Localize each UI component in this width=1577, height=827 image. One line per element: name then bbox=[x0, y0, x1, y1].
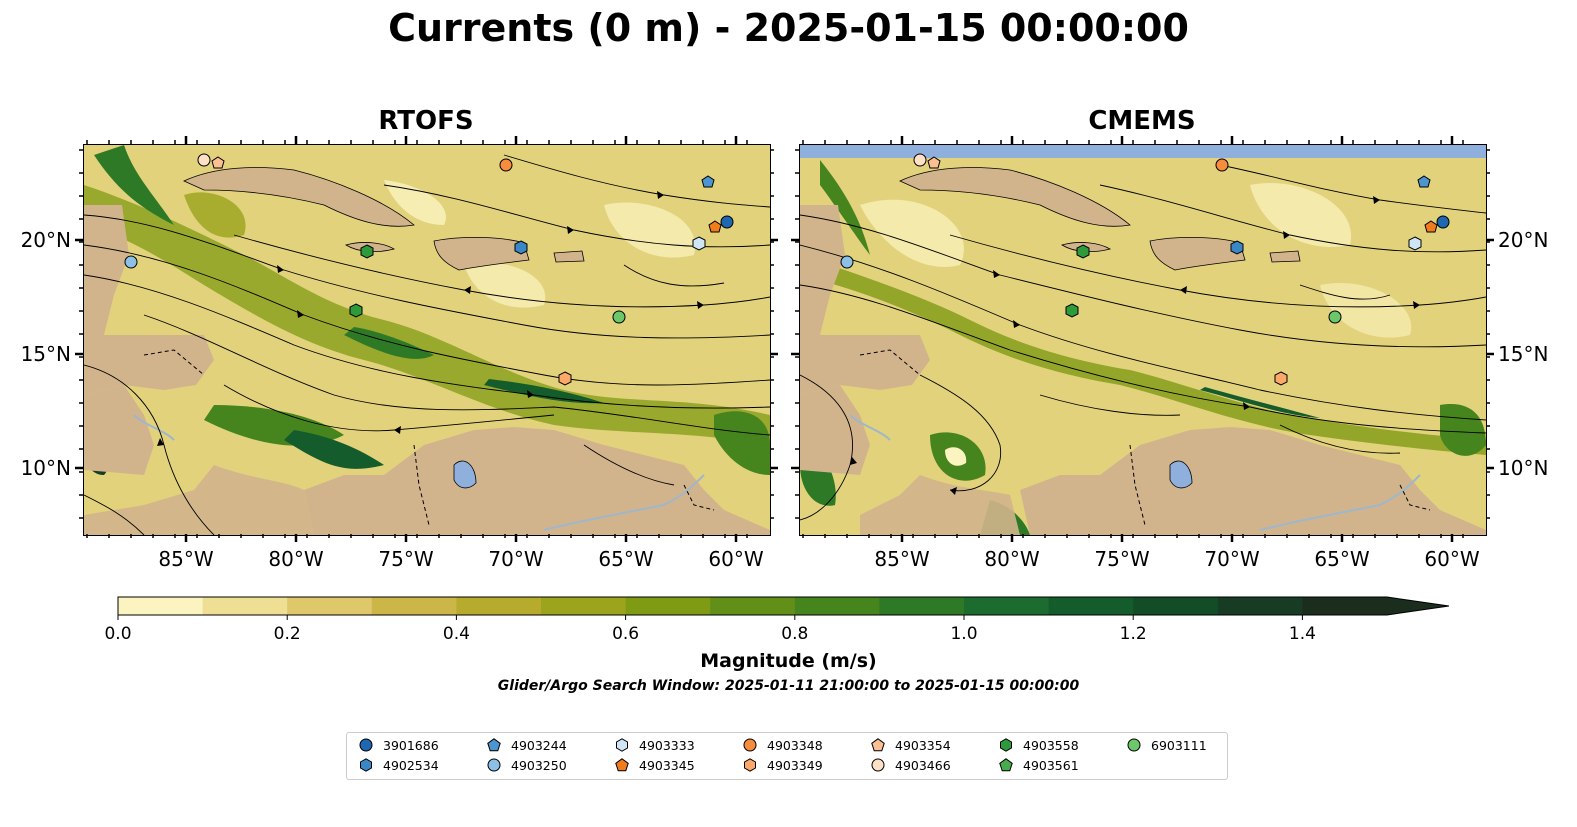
hexagon-marker-icon bbox=[360, 758, 372, 772]
x-tick-label: 70°W bbox=[488, 547, 543, 571]
x-tick-label: 60°W bbox=[1424, 547, 1479, 571]
colorbar-tick-label: 0.0 bbox=[104, 624, 131, 644]
x-tick-label: 80°W bbox=[984, 547, 1039, 571]
legend-item: 4903558 bbox=[999, 736, 1079, 754]
x-tick-label: 65°W bbox=[598, 547, 653, 571]
circle-marker-icon bbox=[1127, 738, 1141, 752]
colorbar-band bbox=[1048, 597, 1134, 615]
legend-item-label: 4903558 bbox=[1023, 737, 1079, 753]
colorbar-band bbox=[118, 597, 204, 615]
legend-item-label: 4903349 bbox=[767, 757, 823, 773]
colorbar-band bbox=[710, 597, 796, 615]
map-rtofs bbox=[83, 144, 771, 536]
pentagon-marker-icon bbox=[999, 758, 1013, 772]
legend-item-label: 4903333 bbox=[639, 737, 695, 753]
legend-item-label: 3901686 bbox=[383, 737, 439, 753]
colorbar-band bbox=[625, 597, 711, 615]
y-tick-label: 15°N bbox=[1498, 342, 1548, 366]
x-tick-label: 80°W bbox=[268, 547, 323, 571]
legend-item: 6903111 bbox=[1127, 736, 1207, 754]
x-tick-label: 85°W bbox=[874, 547, 929, 571]
colorbar-band bbox=[1302, 597, 1388, 615]
x-tick-label: 85°W bbox=[158, 547, 213, 571]
panel-title-rtofs: RTOFS bbox=[378, 106, 474, 136]
legend-item: 4903349 bbox=[743, 756, 823, 774]
legend-item: 4903333 bbox=[615, 736, 695, 754]
colorbar-band bbox=[456, 597, 542, 615]
circle-marker-icon bbox=[743, 738, 757, 752]
map-cmems bbox=[799, 144, 1487, 536]
legend: 3901686 4902534 4903244 4903250 4903333 49033… bbox=[346, 732, 1228, 780]
legend-item-label: 4903345 bbox=[639, 757, 695, 773]
x-tick-label: 70°W bbox=[1204, 547, 1259, 571]
colorbar-band bbox=[287, 597, 373, 615]
x-tick-label: 75°W bbox=[1094, 547, 1149, 571]
map-cmems-canvas bbox=[800, 145, 1486, 535]
y-tick-label: 10°N bbox=[1498, 456, 1548, 480]
legend-item-label: 4903561 bbox=[1023, 757, 1079, 773]
legend-item: 4903354 bbox=[871, 736, 951, 754]
colorbar-band bbox=[1133, 597, 1219, 615]
colorbar-band bbox=[1217, 597, 1303, 615]
pentagon-marker-icon bbox=[487, 738, 501, 752]
hexagon-marker-icon bbox=[616, 738, 628, 752]
x-tick-label: 75°W bbox=[378, 547, 433, 571]
legend-item: 4903348 bbox=[743, 736, 823, 754]
colorbar-band bbox=[964, 597, 1050, 615]
legend-item-label: 4903250 bbox=[511, 757, 567, 773]
colorbar-band bbox=[371, 597, 457, 615]
y-tick-label: 10°N bbox=[21, 456, 71, 480]
map-axes: 85°W 80°W 75°W 70°W 65°W 60°W 20°N 15°N 10°N 85°W… bbox=[21, 136, 1548, 571]
colorbar-tick-label: 1.4 bbox=[1289, 624, 1316, 644]
colorbar-band bbox=[202, 597, 288, 615]
colorbar-tick-label: 0.6 bbox=[612, 624, 639, 644]
circle-marker-icon bbox=[359, 738, 373, 752]
pentagon-marker-icon bbox=[871, 738, 885, 752]
legend-item-label: 4903466 bbox=[895, 757, 951, 773]
y-tick-label: 15°N bbox=[21, 342, 71, 366]
colorbar-label: Magnitude (m/s) bbox=[700, 650, 877, 672]
y-tick-label: 20°N bbox=[21, 228, 71, 252]
legend-item: 3901686 bbox=[359, 736, 439, 754]
colorbar-band bbox=[541, 597, 627, 615]
colorbar: 0.0 0.2 0.4 0.6 0.8 1.0 1.2 1.4 bbox=[104, 596, 1450, 644]
colorbar-tick-label: 1.2 bbox=[1120, 624, 1147, 644]
legend-item-label: 4903354 bbox=[895, 737, 951, 753]
figure-title: Currents (0 m) - 2025-01-15 00:00:00 bbox=[388, 6, 1189, 50]
panel-title-cmems: CMEMS bbox=[1088, 106, 1196, 136]
circle-marker-icon bbox=[487, 758, 501, 772]
circle-marker-icon bbox=[871, 758, 885, 772]
legend-item: 4902534 bbox=[359, 756, 439, 774]
x-tick-label: 60°W bbox=[708, 547, 763, 571]
colorbar-band bbox=[794, 597, 880, 615]
colorbar-tick-label: 0.2 bbox=[274, 624, 301, 644]
legend-item: 4903244 bbox=[487, 736, 567, 754]
map-rtofs-canvas bbox=[84, 145, 770, 535]
colorbar-band bbox=[879, 597, 965, 615]
legend-item: 4903561 bbox=[999, 756, 1079, 774]
x-tick-label: 65°W bbox=[1314, 547, 1369, 571]
colorbar-tick-label: 1.0 bbox=[950, 624, 977, 644]
pentagon-marker-icon bbox=[615, 758, 629, 772]
legend-item: 4903250 bbox=[487, 756, 567, 774]
legend-item-label: 4903348 bbox=[767, 737, 823, 753]
legend-item-label: 6903111 bbox=[1151, 737, 1207, 753]
legend-item: 4903345 bbox=[615, 756, 695, 774]
colorbar-outline bbox=[117, 596, 1450, 616]
colorbar-tick-label: 0.8 bbox=[781, 624, 808, 644]
search-window-note: Glider/Argo Search Window: 2025-01-11 21… bbox=[497, 678, 1080, 694]
colorbar-extend-arrow bbox=[1387, 597, 1449, 615]
y-tick-label: 20°N bbox=[1498, 228, 1548, 252]
legend-item-label: 4902534 bbox=[383, 757, 439, 773]
hexagon-marker-icon bbox=[744, 758, 756, 772]
colorbar-tick-label: 0.4 bbox=[443, 624, 470, 644]
legend-item-label: 4903244 bbox=[511, 737, 567, 753]
hexagon-marker-icon bbox=[1000, 738, 1012, 752]
legend-item: 4903466 bbox=[871, 756, 951, 774]
